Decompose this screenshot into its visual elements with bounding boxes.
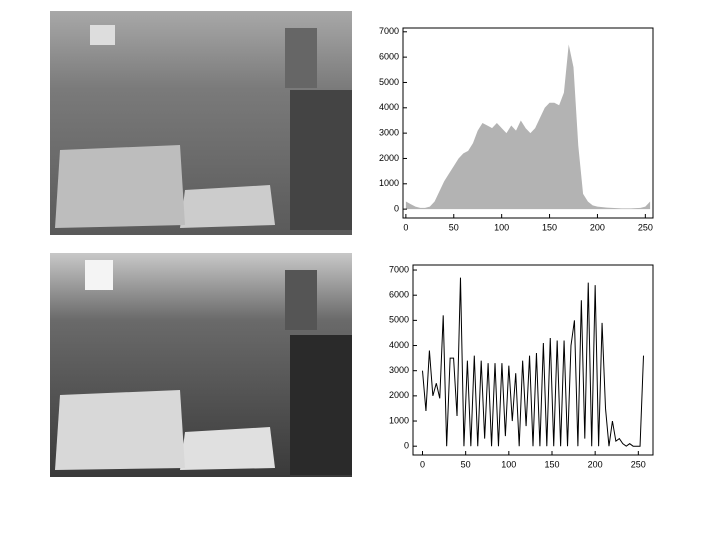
y-tick-label: 5000 xyxy=(379,77,399,87)
y-tick-label: 3000 xyxy=(389,365,409,375)
y-tick-label: 4000 xyxy=(379,102,399,112)
y-tick-label: 0 xyxy=(394,204,399,214)
x-tick-label: 150 xyxy=(542,222,557,232)
x-tick-label: 0 xyxy=(420,459,425,469)
x-tick-label: 100 xyxy=(501,459,516,469)
x-tick-label: 100 xyxy=(494,222,509,232)
y-tick-label: 5000 xyxy=(389,315,409,325)
y-tick-label: 4000 xyxy=(389,340,409,350)
plot-frame xyxy=(402,27,654,219)
x-tick-label: 250 xyxy=(631,459,646,469)
y-tick-label: 1000 xyxy=(389,415,409,425)
y-tick-label: 7000 xyxy=(389,264,409,274)
x-tick-label: 50 xyxy=(449,222,459,232)
x-tick-label: 250 xyxy=(638,222,653,232)
x-tick-label: 150 xyxy=(544,459,559,469)
y-tick-label: 6000 xyxy=(379,52,399,62)
y-tick-label: 2000 xyxy=(389,390,409,400)
x-tick-label: 200 xyxy=(590,222,605,232)
y-tick-label: 3000 xyxy=(379,128,399,138)
y-tick-label: 2000 xyxy=(379,153,399,163)
equalized-photo xyxy=(50,253,352,477)
y-tick-label: 6000 xyxy=(389,290,409,300)
x-tick-label: 200 xyxy=(588,459,603,469)
histogram-line xyxy=(421,277,645,447)
histogram-area xyxy=(405,44,651,210)
y-tick-label: 7000 xyxy=(379,26,399,36)
x-tick-label: 0 xyxy=(403,222,408,232)
original-photo xyxy=(50,11,352,235)
y-tick-label: 1000 xyxy=(379,178,399,188)
y-tick-label: 0 xyxy=(404,441,409,451)
plot-frame xyxy=(412,264,654,456)
x-tick-label: 50 xyxy=(461,459,471,469)
